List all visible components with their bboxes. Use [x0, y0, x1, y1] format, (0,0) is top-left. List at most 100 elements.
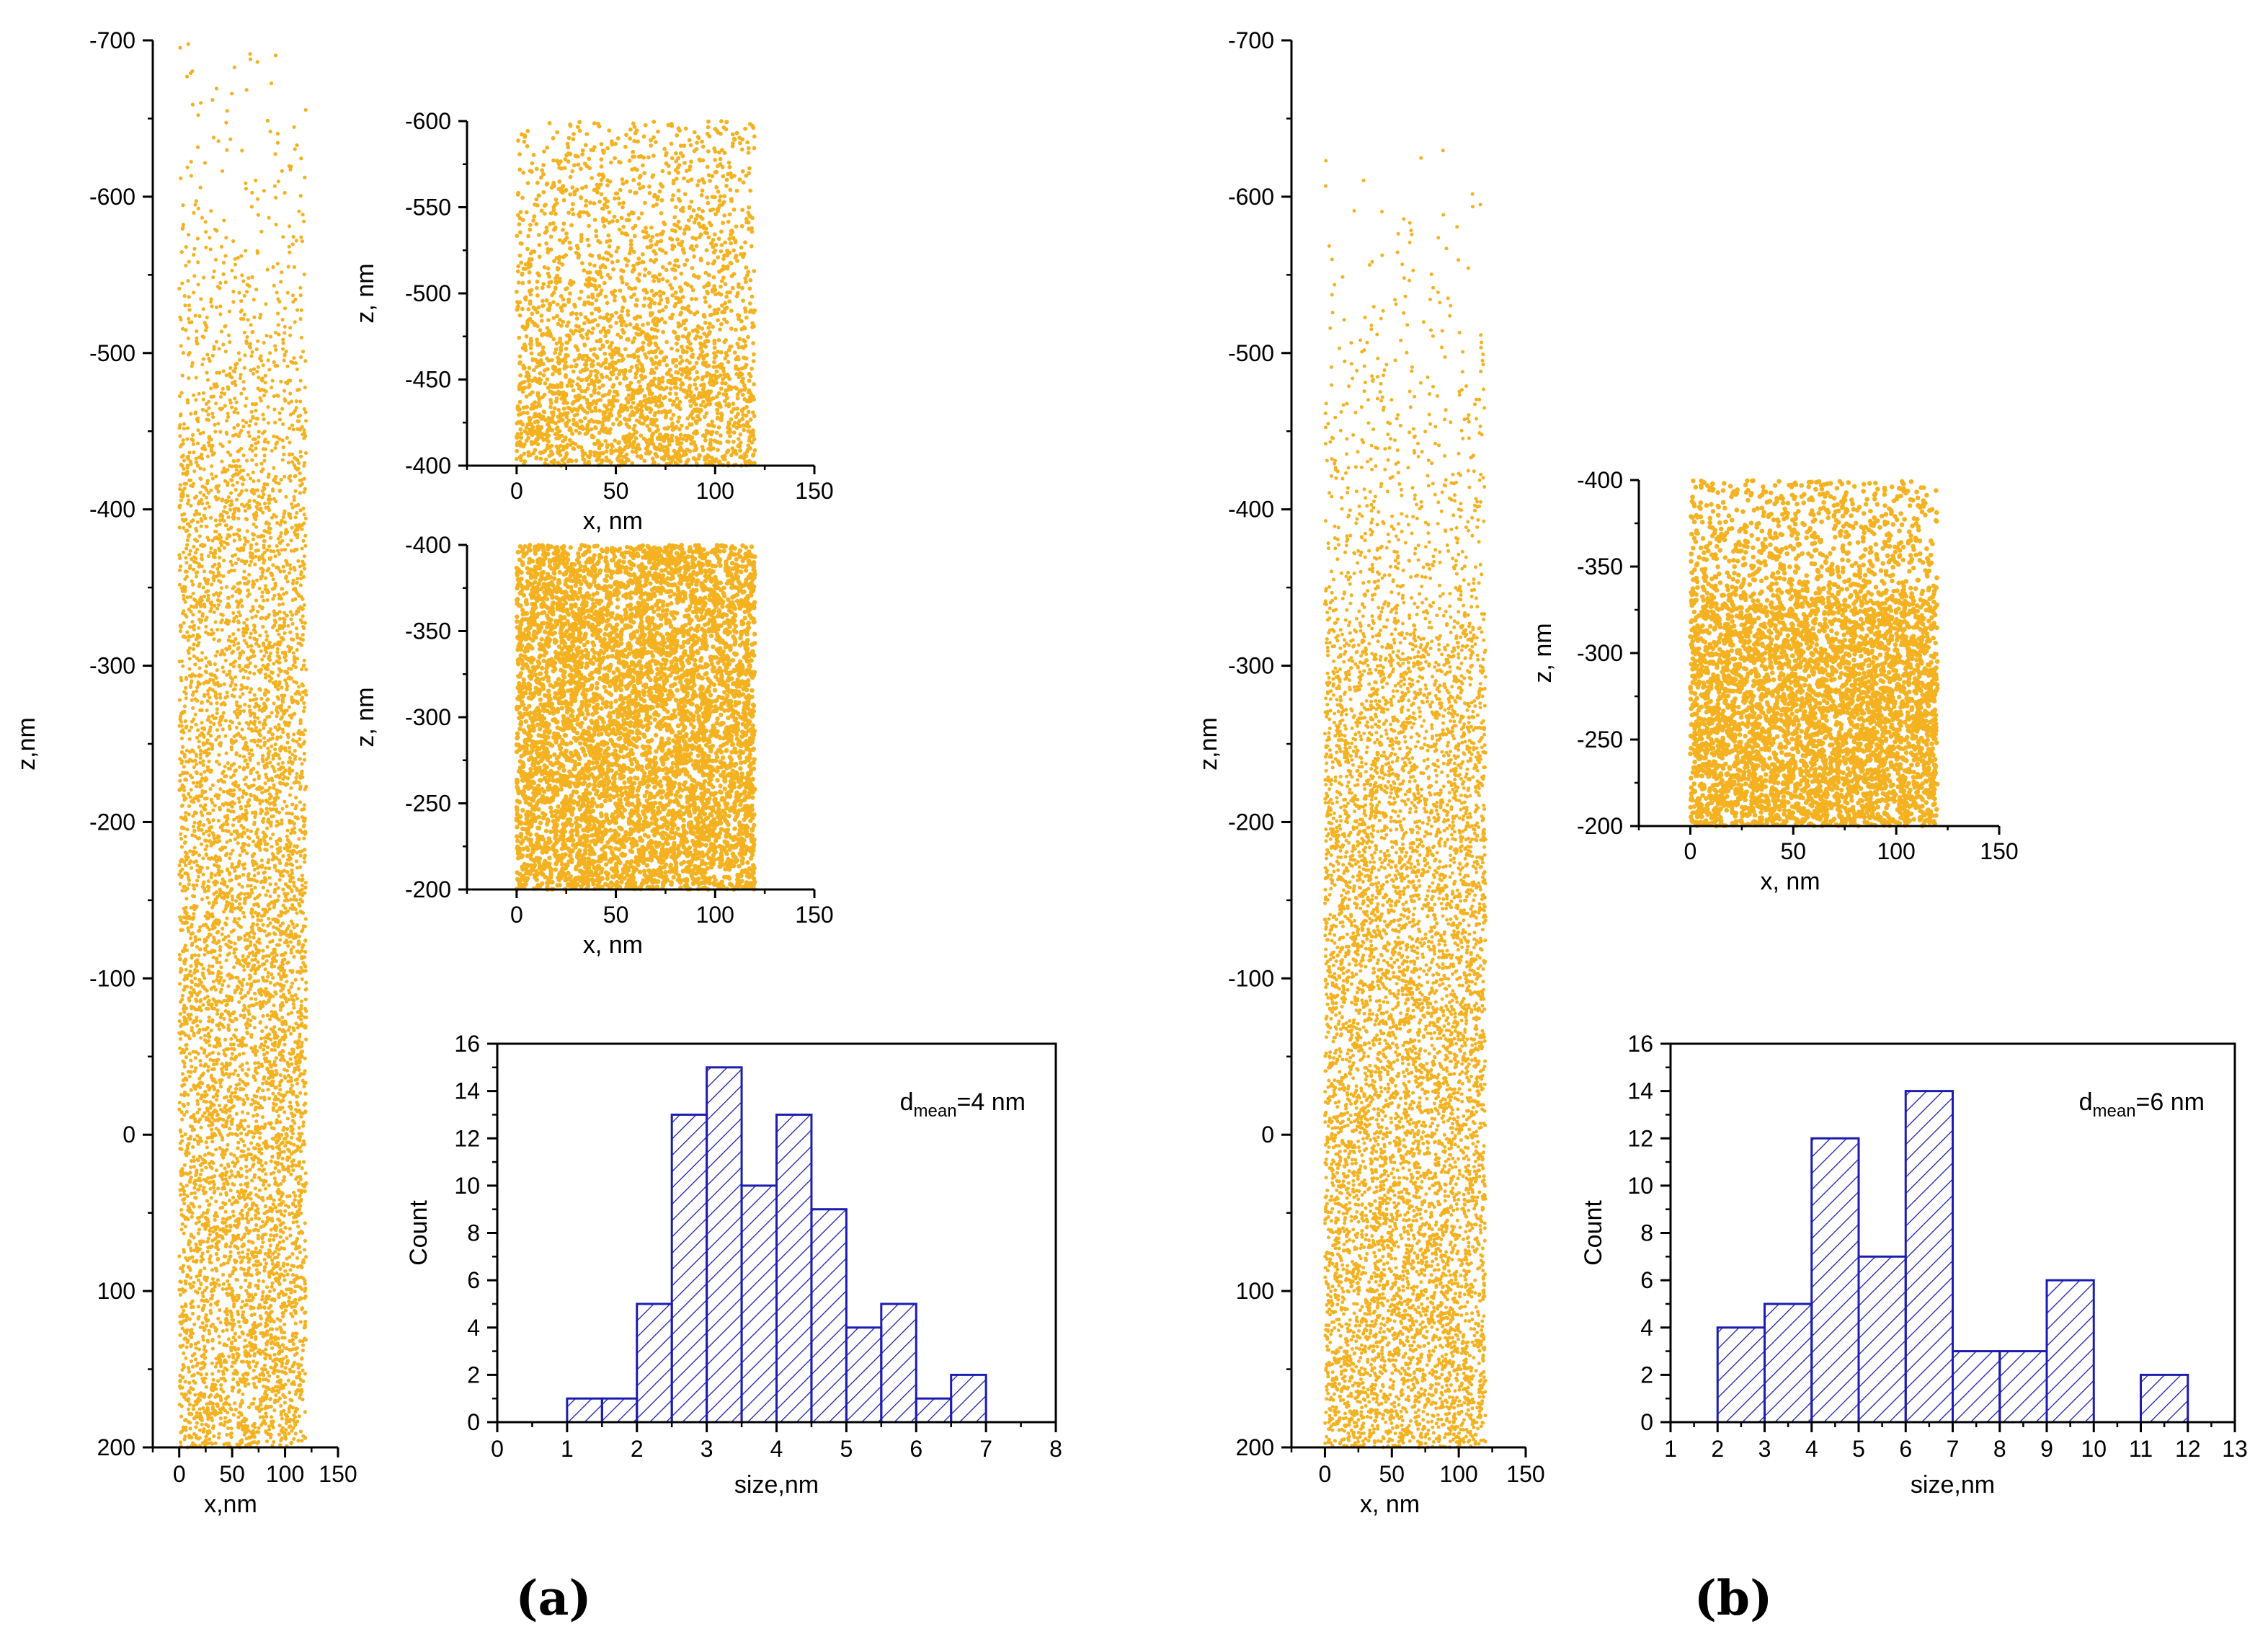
particle-point — [210, 1166, 214, 1171]
particle-point — [198, 466, 203, 471]
particle-point — [228, 683, 233, 688]
particle-point — [298, 1009, 302, 1013]
particle-point — [247, 1130, 252, 1134]
particle-point — [177, 553, 182, 557]
particle-point — [270, 957, 275, 961]
particle-point — [249, 792, 253, 796]
particle-point — [187, 729, 192, 733]
particle-point — [293, 456, 297, 461]
particle-point — [267, 640, 272, 644]
particle-point — [207, 964, 211, 968]
particle-point — [213, 882, 217, 887]
particle-point — [289, 617, 293, 621]
particle-point — [196, 928, 201, 933]
particle-point — [178, 568, 182, 572]
particle-point — [254, 446, 258, 451]
particle-point — [285, 1158, 290, 1162]
particle-point — [267, 501, 271, 505]
particle-point — [228, 838, 233, 843]
particle-point — [298, 718, 303, 722]
particle-point — [239, 1042, 243, 1046]
particle-point — [261, 1081, 265, 1086]
particle-point — [196, 283, 200, 287]
particle-point — [241, 453, 246, 458]
particle-point — [212, 716, 216, 721]
particle-point — [302, 463, 306, 468]
particle-point — [270, 845, 274, 849]
particle-point — [192, 1137, 197, 1142]
particle-point — [234, 700, 239, 704]
particle-point — [199, 1125, 203, 1130]
particle-point — [252, 822, 257, 827]
particle-point — [216, 834, 221, 838]
particle-point — [274, 222, 278, 227]
particle-point — [275, 1120, 279, 1125]
particle-point — [208, 1119, 212, 1124]
particle-point — [286, 644, 290, 649]
particle-point — [261, 753, 265, 758]
particle-point — [302, 428, 306, 432]
particle-point — [205, 479, 210, 483]
particle-point — [238, 651, 242, 655]
particle-point — [212, 1062, 216, 1067]
particle-point — [255, 60, 259, 64]
particle-point — [198, 1019, 203, 1024]
particle-point — [197, 1187, 201, 1191]
particle-point — [226, 570, 231, 574]
particle-point — [303, 830, 308, 835]
particle-point — [210, 1050, 215, 1055]
particle-point — [213, 422, 217, 427]
particle-point — [225, 510, 229, 515]
particle-point — [207, 1161, 211, 1166]
particle-point — [264, 389, 268, 394]
particle-point — [192, 274, 197, 278]
particle-point — [290, 760, 295, 765]
particle-point — [251, 858, 255, 864]
particle-point — [218, 549, 222, 553]
particle-point — [281, 1094, 285, 1099]
particle-point — [285, 848, 290, 853]
particle-point — [217, 762, 221, 766]
particle-point — [292, 1190, 296, 1195]
particle-point — [236, 557, 241, 562]
particle-point — [259, 358, 264, 363]
particle-point — [234, 1035, 238, 1039]
particle-point — [192, 1155, 196, 1159]
particle-point — [191, 1145, 195, 1149]
particle-point — [198, 999, 203, 1003]
particle-point — [205, 884, 210, 889]
particle-point — [191, 518, 195, 523]
particle-point — [183, 834, 187, 839]
particle-point — [262, 528, 267, 533]
particle-point — [234, 1132, 239, 1137]
particle-point — [241, 425, 246, 429]
particle-point — [227, 440, 231, 444]
particle-point — [244, 669, 248, 673]
particle-point — [280, 458, 285, 462]
particle-point — [178, 423, 182, 427]
particle-point — [283, 678, 288, 683]
particle-point — [192, 210, 196, 215]
particle-point — [207, 1203, 211, 1207]
particle-point — [278, 923, 283, 928]
particle-point — [203, 847, 208, 852]
particle-point — [226, 761, 230, 765]
particle-point — [294, 1107, 298, 1112]
particle-point — [191, 825, 195, 829]
particle-point — [182, 1065, 187, 1069]
particle-point — [200, 456, 204, 461]
particle-point — [244, 804, 248, 809]
particle-point — [232, 802, 236, 806]
particle-point — [227, 672, 231, 676]
particle-point — [277, 774, 282, 778]
particle-point — [246, 644, 250, 649]
particle-point — [291, 411, 295, 415]
particle-point — [194, 376, 198, 380]
particle-point — [298, 737, 302, 741]
particle-point — [267, 556, 272, 561]
particle-point — [264, 959, 269, 963]
particle-point — [181, 634, 185, 639]
particle-point — [291, 936, 295, 940]
particle-point — [290, 1132, 295, 1136]
particle-point — [187, 998, 192, 1003]
